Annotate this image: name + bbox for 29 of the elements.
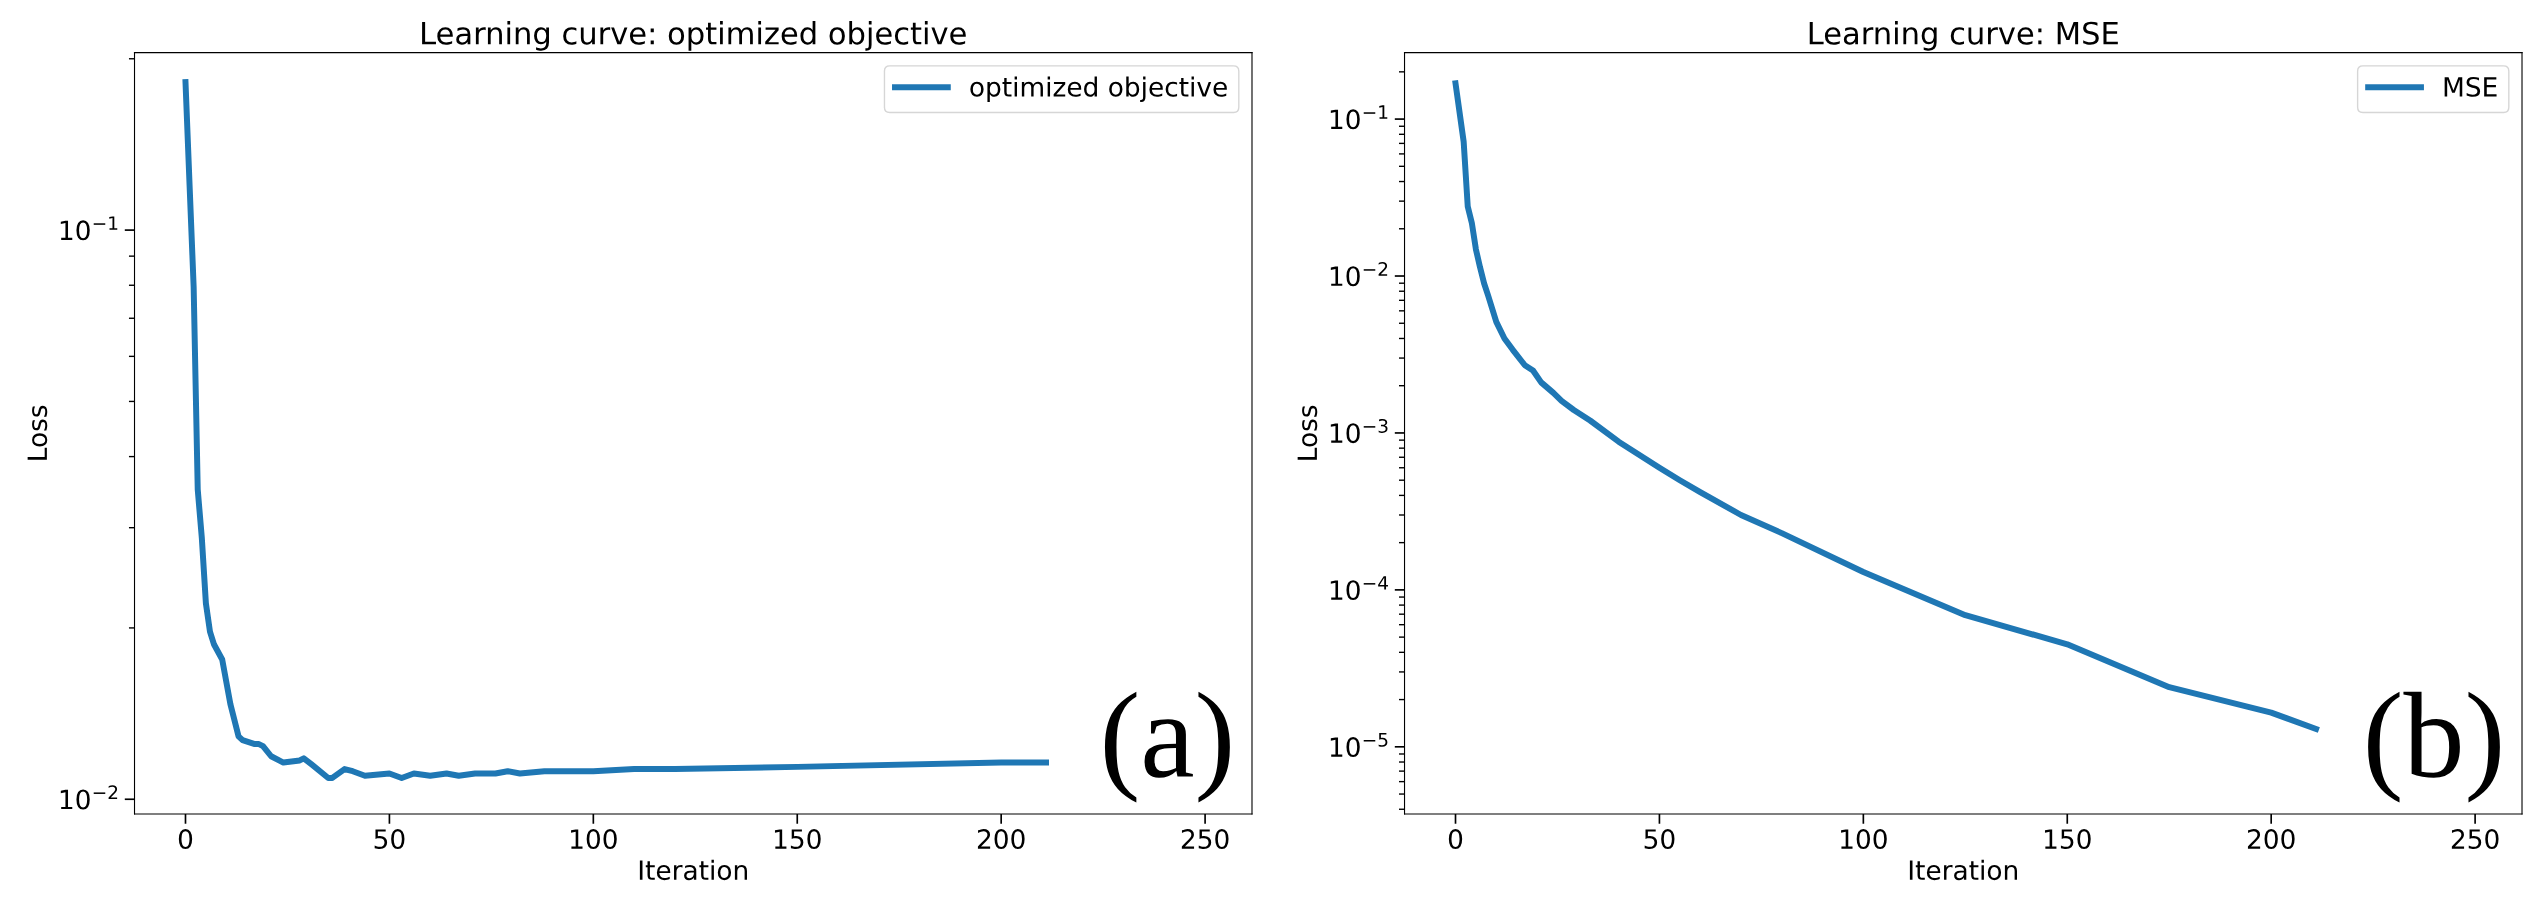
y-tick-label: 10$^{−2}$ [60,785,118,810]
x-tick-label: 250 [1181,829,1229,850]
chart-title: Learning curve: MSE [1809,21,2118,51]
x-tick-label: 200 [2247,829,2295,850]
x-tick-label: 250 [2451,829,2499,850]
x-tick-label: 150 [2044,829,2091,850]
x-tick-label: 100 [571,829,617,850]
annotation: (a) [1104,691,1230,803]
annotation: (b) [2368,691,2500,803]
y-tick-label: 10$^{−2}$ [1330,262,1388,287]
y-axis-title: Loss [1297,405,1318,460]
x-tick-label: 200 [977,829,1025,850]
x-axis-title: Iteration [1909,859,2017,881]
x-tick-label: 0 [178,829,193,850]
chart-title: Learning curve: optimized objective [422,21,966,51]
y-tick-label: 10$^{−1}$ [60,216,118,241]
x-tick-label: 0 [1448,829,1463,850]
x-tick-label: 50 [374,829,405,850]
y-tick-label: 10$^{−1}$ [1330,105,1388,130]
y-tick-label: 10$^{−3}$ [1330,418,1388,444]
y-tick-label: 10$^{−5}$ [1330,733,1388,758]
x-tick-label: 150 [774,829,821,850]
y-axis-title: Loss [27,405,48,460]
x-axis-title: Iteration [639,859,747,881]
x-tick-label: 100 [1841,829,1887,850]
x-tick-label: 50 [1644,829,1675,850]
y-tick-label: 10$^{−4}$ [1330,576,1388,601]
legend-label: optimized objective [970,76,1227,102]
legend-label: MSE [2444,76,2497,97]
